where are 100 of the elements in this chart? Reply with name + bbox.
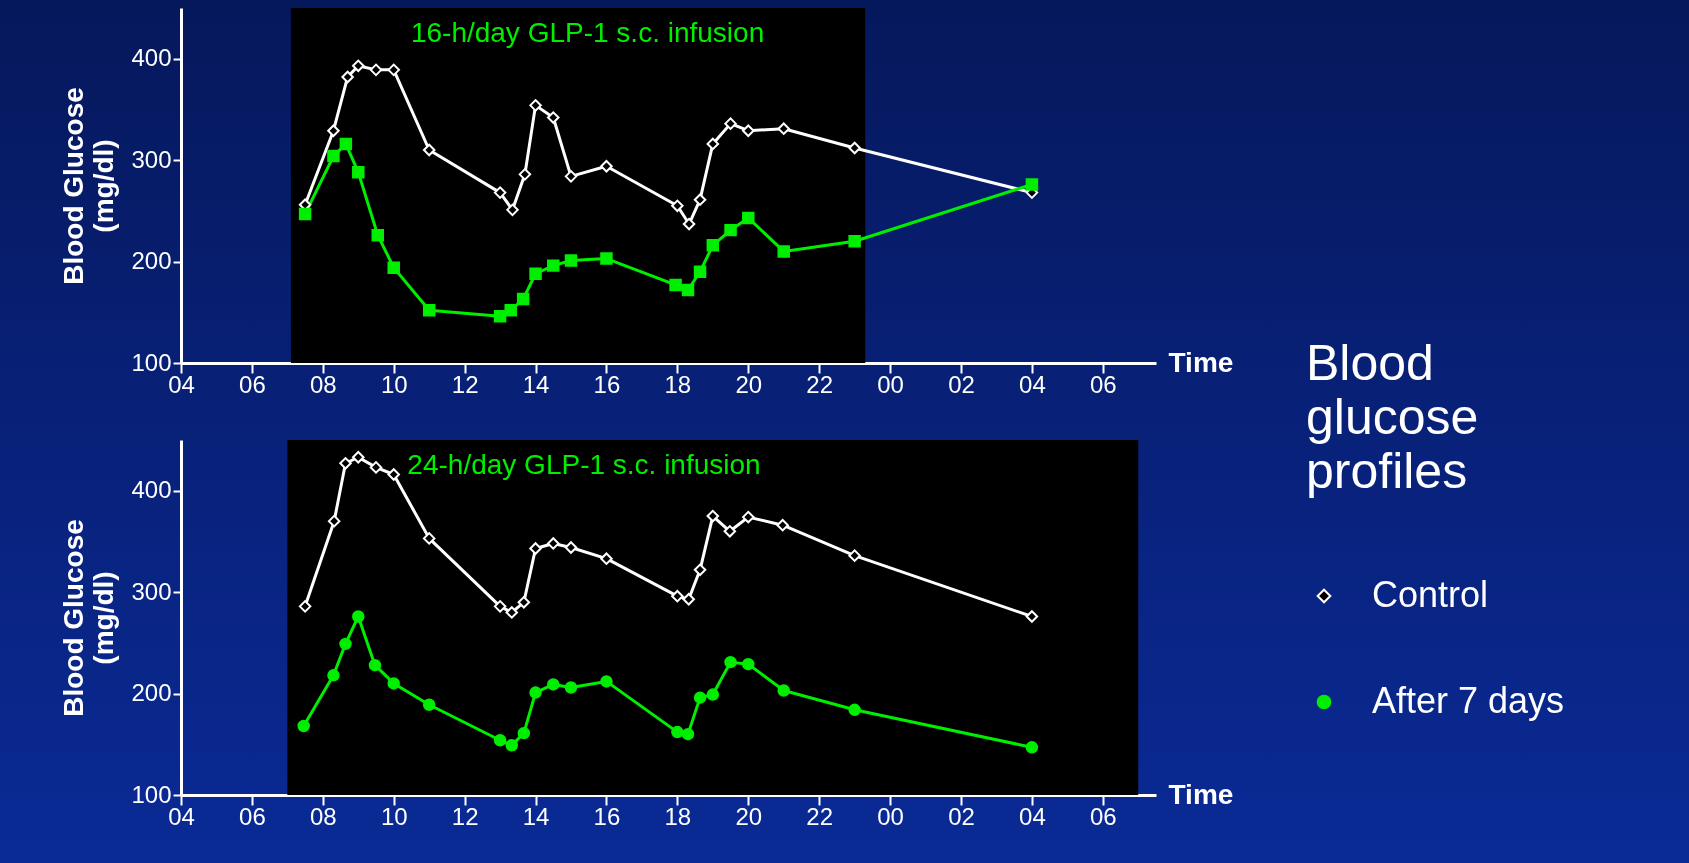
point [671,589,684,603]
point [352,610,365,623]
point [505,739,519,752]
point [327,149,340,163]
point [352,59,365,73]
point [723,525,737,538]
band-label: 24-h/day GLP-1 s.c. infusion [407,449,761,480]
point [339,637,352,651]
point [352,451,365,464]
y-tick-label: 200 [131,679,172,707]
x-tick-label: 08 [309,370,337,398]
point [724,117,737,130]
point [681,283,695,297]
x-axis-title: Time [1168,346,1234,378]
point [1025,741,1039,754]
point [682,593,695,606]
point [671,199,684,213]
x-tick-label: 06 [239,370,266,398]
x-tick-label: 06 [1089,802,1117,830]
point [422,304,436,317]
point [706,239,720,252]
x-tick-label: 18 [664,802,692,830]
y-tick-label: 300 [131,145,172,173]
x-tick-label: 00 [877,370,904,398]
x-tick-label: 04 [1019,802,1046,830]
point [422,532,436,545]
point [493,310,507,323]
point [669,278,682,292]
point [339,457,352,470]
point [776,518,789,532]
point [706,509,720,523]
point [724,223,737,237]
point [387,261,400,274]
point [327,669,340,682]
point [742,124,755,137]
y-tick-label: 400 [131,44,172,72]
point [339,137,353,151]
x-tick-label: 20 [735,370,763,398]
point [547,111,560,124]
x-axis-title: Time [1168,778,1234,810]
point [493,186,507,199]
point [327,124,340,137]
x-tick-label: 16 [593,370,621,398]
point [564,254,578,267]
point [681,727,695,741]
point [742,211,755,225]
y-tick-label: 400 [131,476,172,504]
point [297,719,310,733]
x-tick-label: 18 [664,370,692,398]
point [547,259,560,272]
point [352,166,365,179]
point [848,141,861,155]
point [327,514,341,528]
point [848,235,861,248]
point [387,468,400,481]
point [600,252,613,265]
point [518,168,532,181]
point [298,600,312,613]
x-tick-label: 04 [1019,370,1046,398]
legend-label: After 7 days [1372,680,1565,721]
point [742,657,755,671]
x-tick-label: 14 [522,802,550,830]
point [517,596,531,609]
point [600,675,613,688]
point [693,563,707,577]
point [742,510,755,524]
x-tick-label: 10 [380,370,408,398]
y-axis-title: Blood Glucose (mg/dl) [58,519,120,717]
point [693,265,707,278]
point [600,159,613,173]
point [724,655,737,669]
point [493,733,507,747]
point [671,725,684,739]
point [298,207,312,221]
point [777,122,790,135]
x-tick-label: 02 [948,370,975,398]
point [564,541,578,554]
x-tick-label: 08 [309,802,337,830]
x-tick-label: 02 [948,802,975,830]
x-tick-label: 16 [593,802,621,830]
point [529,99,542,112]
point [493,600,507,613]
point [600,552,613,565]
point [516,292,530,306]
point [848,549,861,562]
point [341,70,354,84]
point [564,170,578,183]
point [517,726,531,740]
point [1025,178,1039,191]
x-tick-label: 12 [451,370,479,398]
point [547,678,560,691]
point [506,203,519,217]
x-tick-label: 06 [239,802,266,830]
point [547,537,560,550]
band-label: 16-h/day GLP-1 s.c. infusion [410,17,765,48]
y-tick-label: 200 [131,247,172,275]
point [422,698,436,711]
point [1025,610,1039,623]
point [693,193,707,206]
x-tick-label: 14 [522,370,550,398]
